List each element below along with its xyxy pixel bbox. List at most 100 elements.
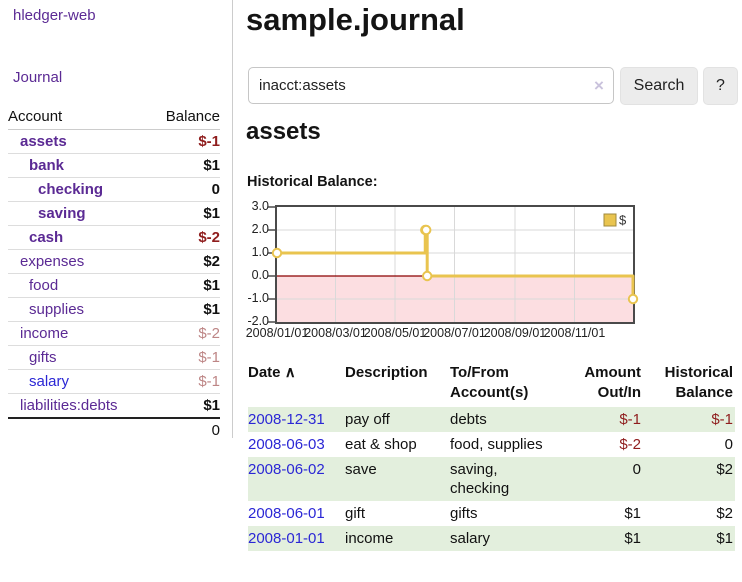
register-accounts-cell: saving, checking <box>450 461 510 497</box>
register-accounts-cell: debts <box>450 411 487 428</box>
help-button[interactable]: ? <box>703 67 738 105</box>
data-point-marker <box>422 270 433 282</box>
legend-label: $ <box>619 213 627 228</box>
data-point-marker <box>627 293 639 305</box>
account-link-checking[interactable]: checking <box>38 181 104 198</box>
sidebar: hledger-web Journal Account Balance asse… <box>0 0 233 439</box>
account-link-assets[interactable]: assets <box>20 133 67 150</box>
account-row: expenses $2 <box>8 249 220 274</box>
register-balance-cell: 0 <box>724 436 733 453</box>
register-row: 2008-01-01 income salary $1 $1 <box>248 526 735 551</box>
register-description-cell: pay off <box>345 411 390 428</box>
account-link-salary[interactable]: salary <box>29 373 70 390</box>
chart-title: Historical Balance: <box>247 174 378 190</box>
x-axis-tick-label: 2008/09/01 <box>483 326 547 340</box>
register-row: 2008-06-02 save saving, checking 0 $2 <box>248 457 735 501</box>
data-point-marker <box>271 247 283 259</box>
account-link-income[interactable]: income <box>20 325 69 342</box>
data-point-marker <box>421 224 432 236</box>
register-row: 2008-06-03 eat & shop food, supplies $-2 0 <box>248 432 735 457</box>
account-row: saving $1 <box>8 201 220 226</box>
transaction-date-link[interactable]: 2008-06-01 <box>248 505 325 522</box>
account-balance: $1 <box>203 277 220 294</box>
x-axis-tick-label: 2008/05/01 <box>363 326 427 340</box>
account-balance: 0 <box>211 181 220 198</box>
transaction-date-link[interactable]: 2008-01-01 <box>248 530 325 547</box>
account-link-saving[interactable]: saving <box>38 205 86 222</box>
x-axis-tick-label: 2008/07/01 <box>423 326 486 340</box>
historical-balance-chart: $ <box>268 205 639 324</box>
account-row: gifts $-1 <box>8 345 220 370</box>
register-date-cell: 2008-06-02 <box>248 457 345 501</box>
register-header-date[interactable]: Date ∧ <box>248 364 296 381</box>
y-axis-tick-label: 1.0 <box>251 245 269 259</box>
account-balance: $-2 <box>198 229 220 246</box>
register-accounts-cell: food, supplies <box>450 436 543 453</box>
register-accounts-cell: salary <box>450 530 491 547</box>
register-header-description: Description <box>345 364 428 381</box>
transaction-date-link[interactable]: 2008-06-02 <box>248 461 325 478</box>
register-date-cell: 2008-01-01 <box>248 526 345 551</box>
register-accounts-cell: gifts <box>450 505 478 522</box>
account-link-gifts[interactable]: gifts <box>29 349 57 366</box>
sort-ascending-icon: ∧ <box>284 364 296 381</box>
chart-canvas: $ <box>268 206 639 323</box>
x-axis-tick-label: 2008/03/01 <box>304 326 367 340</box>
search-button[interactable]: Search <box>620 67 698 105</box>
y-axis-tick-label: -2.0 <box>247 314 269 328</box>
register-header-accounts: To/From Account(s) <box>450 364 529 401</box>
account-row: cash $-2 <box>8 225 220 250</box>
transaction-date-link[interactable]: 2008-12-31 <box>248 411 325 428</box>
account-row: food $1 <box>8 273 220 298</box>
register-description-cell: save <box>345 461 377 478</box>
register-row: 2008-12-31 pay off debts $-1 $-1 <box>248 407 735 432</box>
register-amount-cell: $1 <box>624 530 641 547</box>
account-link-expenses[interactable]: expenses <box>20 253 85 270</box>
account-link-supplies[interactable]: supplies <box>29 301 85 318</box>
account-balance: $-1 <box>198 373 220 390</box>
register-header-balance: Historical Balance <box>664 364 733 401</box>
account-link-cash[interactable]: cash <box>29 229 64 246</box>
register-balance-cell: $-1 <box>711 411 733 428</box>
transaction-date-link[interactable]: 2008-06-03 <box>248 436 325 453</box>
account-balance: $1 <box>203 301 220 318</box>
search-input[interactable] <box>248 67 614 104</box>
account-row: supplies $1 <box>8 297 220 322</box>
account-balance: $1 <box>203 397 220 414</box>
account-row: assets $-1 <box>8 129 220 154</box>
account-link-bank[interactable]: bank <box>29 157 65 174</box>
register-description-cell: income <box>345 530 394 547</box>
register-amount-cell: $-2 <box>619 436 641 453</box>
account-balance: $-1 <box>198 349 220 366</box>
account-row: liabilities:debts $1 <box>8 393 220 419</box>
account-row: bank $1 <box>8 153 220 178</box>
account-balance: $-1 <box>198 133 220 150</box>
register-date-cell: 2008-06-03 <box>248 432 345 457</box>
register-table: Date ∧ Description To/From Account(s) Am… <box>248 361 735 551</box>
register-row: 2008-06-01 gift gifts $1 $2 <box>248 501 735 526</box>
account-balance: $2 <box>203 253 220 270</box>
account-row: salary $-1 <box>8 369 220 394</box>
app-brand-link[interactable]: hledger-web <box>13 7 96 24</box>
account-column-header: Account <box>8 108 63 125</box>
register-date-cell: 2008-06-01 <box>248 501 345 526</box>
balance-column-header: Balance <box>165 108 220 125</box>
accounts-total-row: 0 <box>8 418 220 442</box>
account-row: checking 0 <box>8 177 220 202</box>
accounts-table: Account Balance assets $-1 bank $1 checking 0… <box>8 105 220 442</box>
y-axis-tick-label: -1.0 <box>247 291 269 305</box>
account-balance: $1 <box>203 157 220 174</box>
x-axis-tick-label: 2008/11/01 <box>543 326 606 340</box>
sidebar-item-journal[interactable]: Journal <box>13 69 63 86</box>
register-description-cell: gift <box>345 505 366 522</box>
y-axis-tick-label: 2.0 <box>251 222 269 236</box>
clear-search-icon[interactable]: × <box>594 76 604 95</box>
account-link-food[interactable]: food <box>29 277 59 294</box>
account-balance: $1 <box>203 205 220 222</box>
page-title: sample.journal <box>246 2 465 37</box>
account-row: income $-2 <box>8 321 220 346</box>
account-link-liabilities-debts[interactable]: liabilities:debts <box>20 397 118 414</box>
account-balance: $-2 <box>198 325 220 342</box>
register-amount-cell: $-1 <box>619 411 641 428</box>
register-balance-cell: $2 <box>716 505 733 522</box>
